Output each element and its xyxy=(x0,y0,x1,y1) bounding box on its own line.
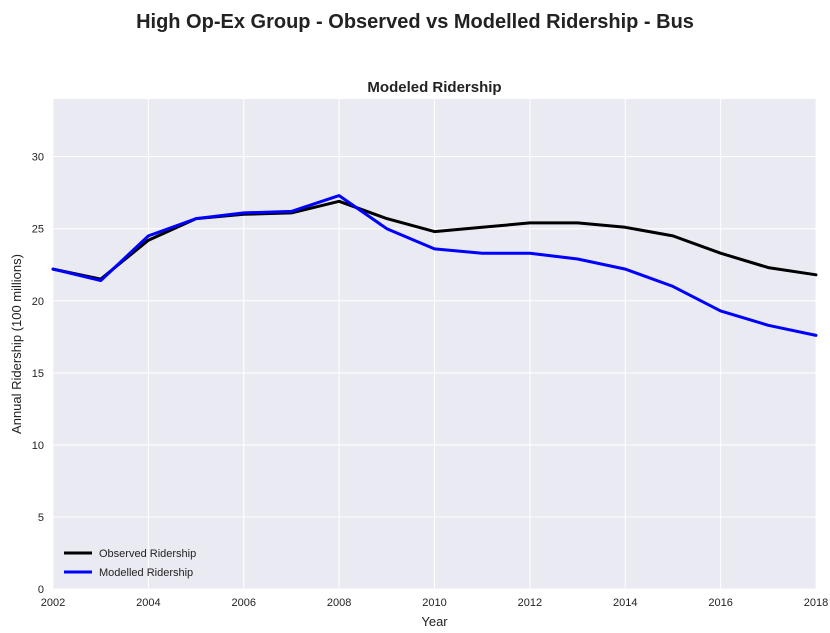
x-tick-label: 2006 xyxy=(232,597,256,609)
x-tick-label: 2008 xyxy=(327,597,351,609)
legend-label-observed-ridership: Observed Ridership xyxy=(99,548,196,560)
y-tick-label: 30 xyxy=(32,152,44,164)
chart-title: Modeled Ridership xyxy=(367,79,501,96)
series-lines xyxy=(51,194,818,337)
x-tick-label: 2018 xyxy=(804,597,828,609)
y-tick-label: 5 xyxy=(38,512,44,524)
series-line-modelled-ridership xyxy=(51,194,818,337)
x-axis-label: Year xyxy=(421,614,448,629)
x-tick-label: 2010 xyxy=(422,597,446,609)
y-axis-label: Annual Ridership (100 millions) xyxy=(9,254,24,434)
x-tick-label: 2016 xyxy=(708,597,732,609)
x-tick-label: 2002 xyxy=(41,597,65,609)
y-tick-label: 10 xyxy=(32,440,44,452)
y-tick-label: 0 xyxy=(38,584,44,596)
x-ticks: 2002 2004 2006 2008 2010 2012 2014 2016 2018 xyxy=(41,597,828,609)
x-tick-label: 2012 xyxy=(518,597,542,609)
legend: Observed Ridership Modelled Ridership xyxy=(64,548,196,579)
x-tick-label: 2014 xyxy=(613,597,637,609)
x-tick-label: 2004 xyxy=(136,597,160,609)
chart-suptitle: High Op-Ex Group - Observed vs Modelled … xyxy=(136,11,694,33)
legend-label-modelled-ridership: Modelled Ridership xyxy=(99,567,193,579)
y-tick-label: 20 xyxy=(32,296,44,308)
y-tick-label: 25 xyxy=(32,224,44,236)
grid xyxy=(52,99,817,590)
y-ticks: 0 5 10 15 20 25 30 xyxy=(32,152,44,596)
y-tick-label: 15 xyxy=(32,368,44,380)
